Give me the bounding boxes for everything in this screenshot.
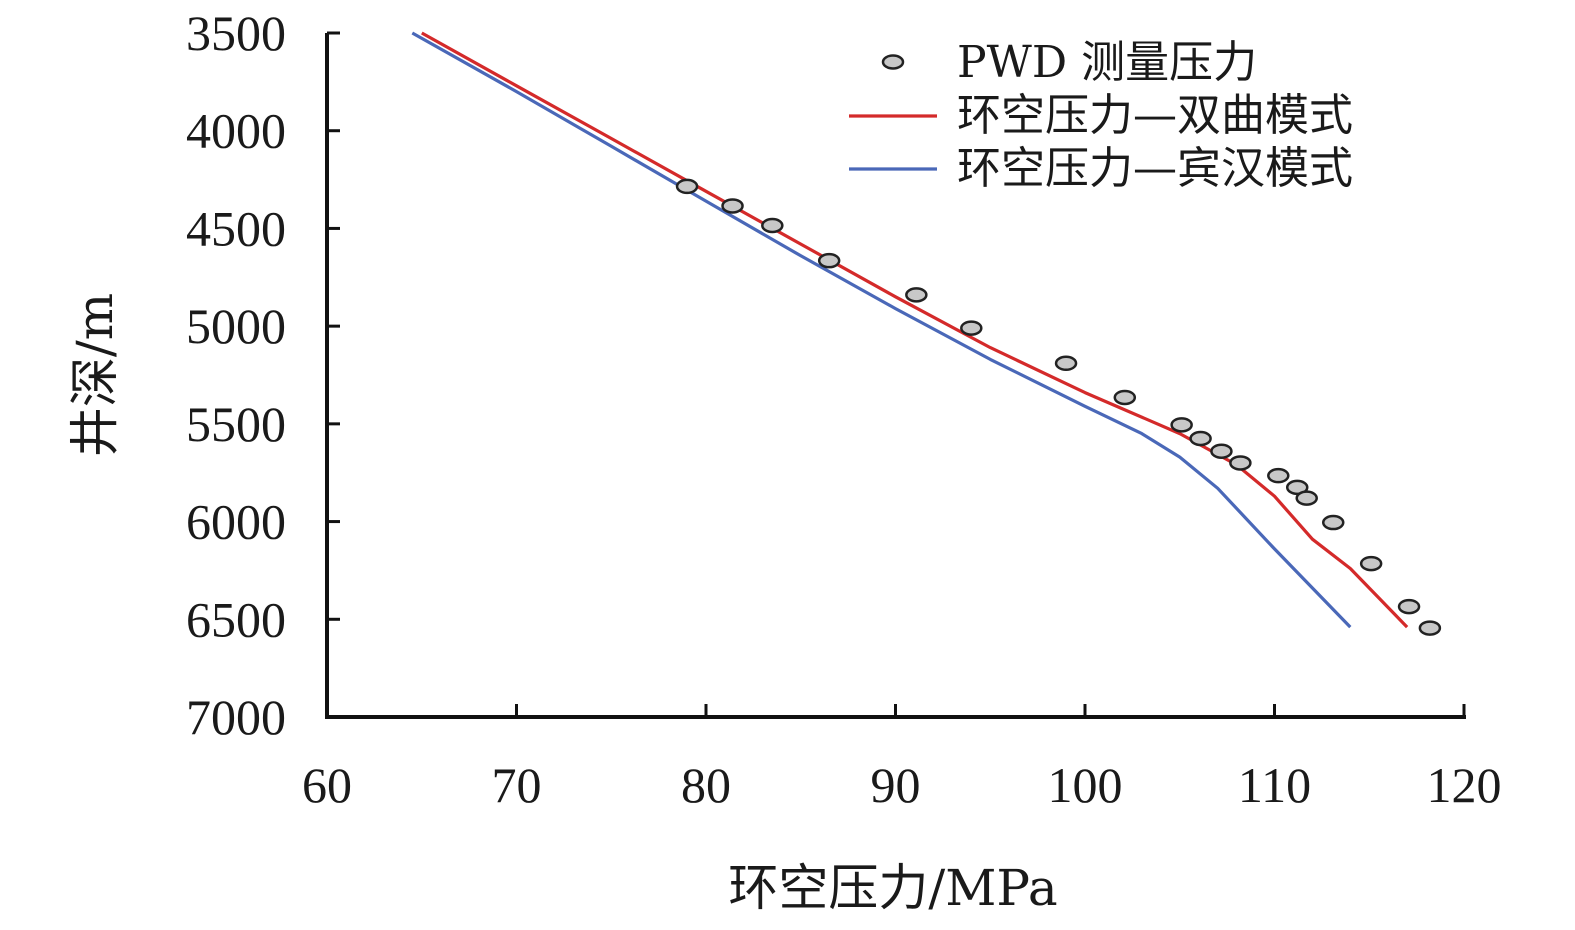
legend-label: PWD 测量压力 xyxy=(957,37,1257,88)
legend-label: 环空压力—双曲模式 xyxy=(957,90,1353,141)
data-point xyxy=(1054,355,1078,372)
y-tick-label: 7000 xyxy=(186,689,286,745)
data-point xyxy=(1267,467,1290,484)
data-point xyxy=(1229,455,1252,471)
x-tick-label: 70 xyxy=(492,757,542,813)
data-point xyxy=(1285,479,1309,496)
data-point xyxy=(761,217,784,234)
data-point xyxy=(905,287,928,303)
y-tick-label: 4500 xyxy=(186,200,286,256)
legend-label: 环空压力—宾汉模式 xyxy=(957,143,1353,194)
data-point xyxy=(960,320,983,336)
x-tick-label: 120 xyxy=(1427,757,1502,813)
data-point xyxy=(1210,443,1233,459)
y-tick-label: 3500 xyxy=(186,5,286,61)
legend-marker-pwd xyxy=(881,54,905,70)
series-line-2 xyxy=(411,31,1352,629)
data-point xyxy=(1359,555,1383,572)
y-tick-label: 6000 xyxy=(186,494,286,550)
series-line-1 xyxy=(421,31,1409,629)
x-tick-label: 100 xyxy=(1048,757,1123,813)
data-point xyxy=(675,178,699,195)
axes: 3500 4000 4500 5000 5500 6000 6500 7000 60 70 80 90… xyxy=(186,5,1502,813)
x-tick-label: 60 xyxy=(302,757,352,813)
data-point xyxy=(1295,490,1318,506)
y-tick-label: 6500 xyxy=(186,591,286,647)
data-point xyxy=(1418,620,1442,636)
y-tick-label: 5500 xyxy=(186,396,286,452)
x-tick-label: 90 xyxy=(871,757,921,813)
y-tick-label: 4000 xyxy=(186,103,286,159)
data-point xyxy=(721,198,744,214)
y-tick-label: 5000 xyxy=(186,298,286,354)
x-tick-label: 80 xyxy=(681,757,731,813)
x-tick-label: 110 xyxy=(1238,757,1311,813)
data-point xyxy=(1170,417,1193,433)
data-point xyxy=(1321,514,1345,531)
data-point xyxy=(1189,430,1212,447)
series-layer xyxy=(411,31,1442,636)
data-point xyxy=(817,252,841,269)
y-axis-title: 井深/m xyxy=(66,293,124,457)
data-point xyxy=(1397,598,1421,615)
x-axis-title: 环空压力/MPa xyxy=(728,859,1057,917)
data-point xyxy=(1113,389,1137,406)
